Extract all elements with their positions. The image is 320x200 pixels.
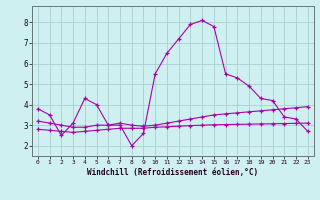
X-axis label: Windchill (Refroidissement éolien,°C): Windchill (Refroidissement éolien,°C) <box>87 168 258 177</box>
